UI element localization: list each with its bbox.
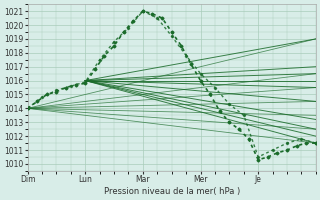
X-axis label: Pression niveau de la mer( hPa ): Pression niveau de la mer( hPa ): [104, 187, 240, 196]
